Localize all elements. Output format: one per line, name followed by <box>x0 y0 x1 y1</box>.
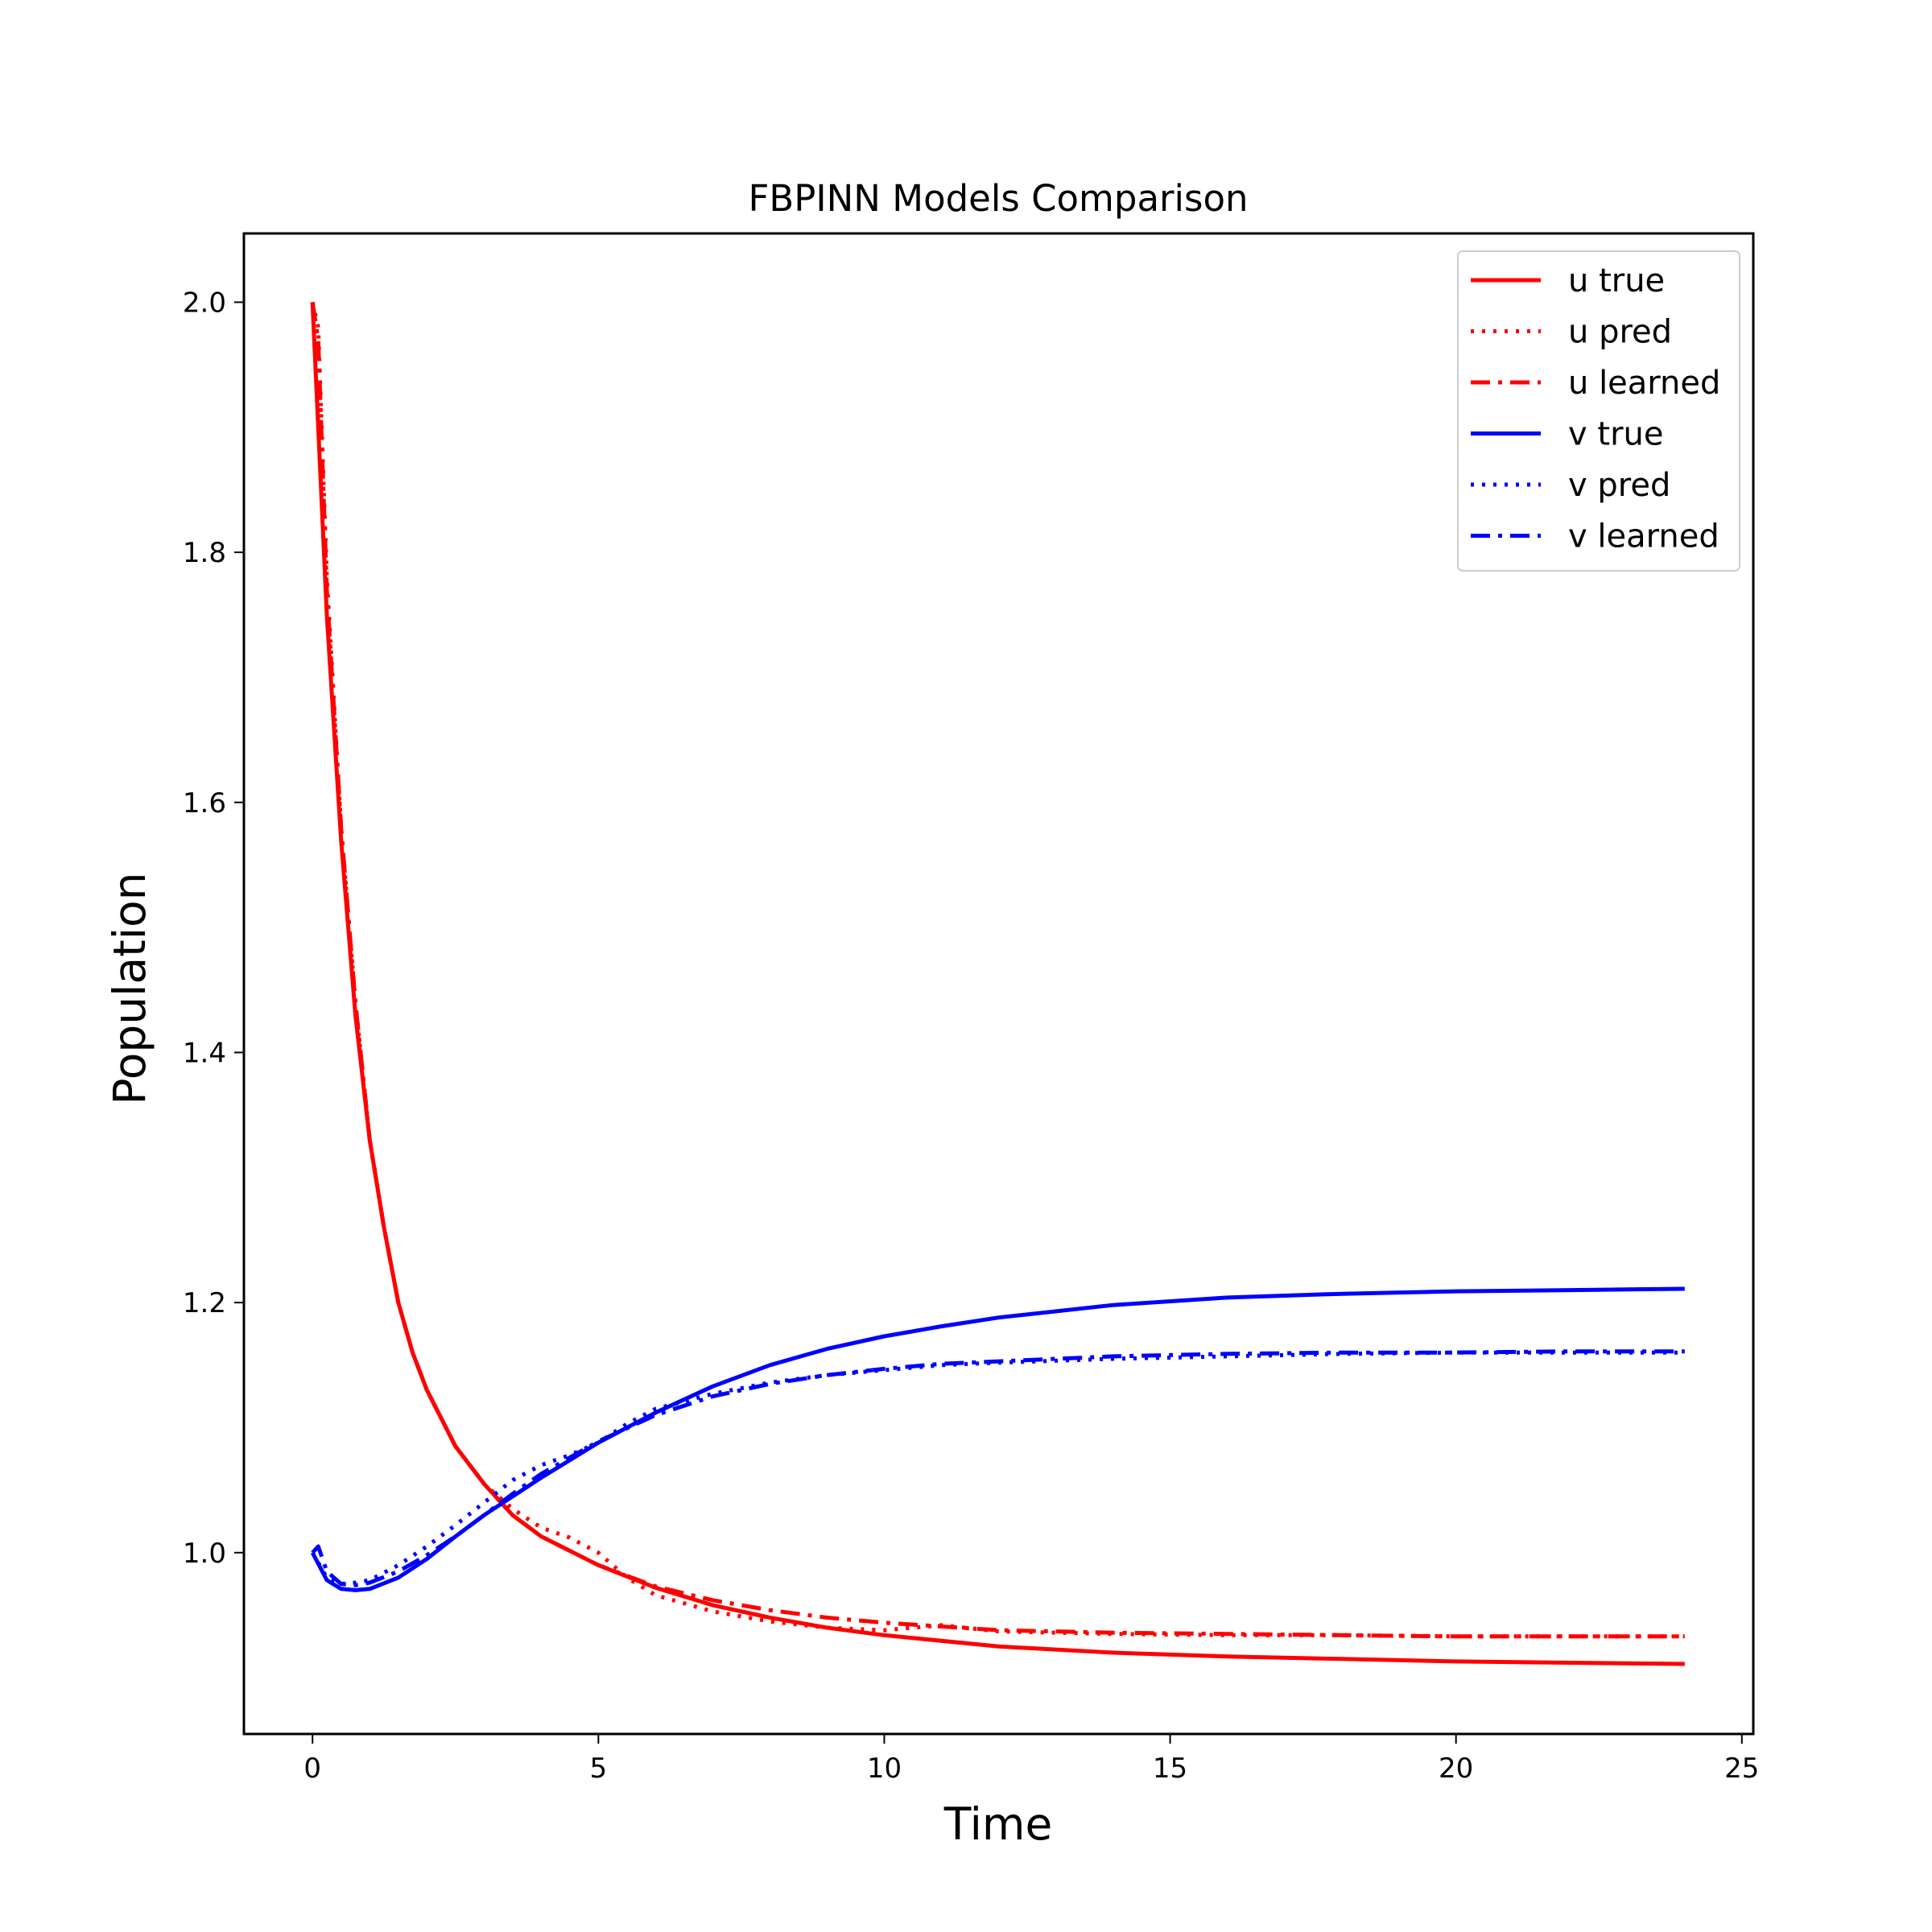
plot-frame <box>242 232 1755 1736</box>
chart-title: FBPINN Models Comparison <box>748 177 1248 220</box>
y-tick-label: 1.2 <box>183 1287 226 1319</box>
x-tick-label: 10 <box>867 1752 902 1785</box>
x-tick-label: 20 <box>1439 1752 1473 1785</box>
series-line-u-pred <box>310 301 1685 1639</box>
x-tick-label: 0 <box>303 1752 321 1785</box>
x-axis-ticks: 0 5 10 15 20 25 <box>303 1734 1759 1785</box>
y-axis-ticks: 1.0 1.2 1.4 1.6 1.8 2.0 <box>183 287 244 1570</box>
legend-label: u pred <box>1568 314 1672 351</box>
plot-lines <box>310 301 1685 1666</box>
legend-label: u true <box>1568 262 1665 299</box>
y-axis-label: Population <box>104 873 155 1105</box>
legend-label: v true <box>1568 416 1663 453</box>
x-tick-label: 5 <box>590 1752 608 1785</box>
series-line-u-learned <box>310 302 1685 1639</box>
legend-label: v pred <box>1568 467 1670 504</box>
y-tick-label: 1.4 <box>183 1037 226 1069</box>
series-line-v-true <box>310 1286 1685 1592</box>
legend-label: v learned <box>1568 518 1719 555</box>
x-tick-label: 25 <box>1724 1752 1759 1785</box>
x-tick-label: 15 <box>1153 1752 1187 1785</box>
y-tick-label: 1.8 <box>183 537 226 569</box>
y-tick-label: 1.6 <box>183 787 226 819</box>
legend-label: u learned <box>1568 365 1720 402</box>
legend: u true u pred u learned v true v pred v learn… <box>1457 250 1740 572</box>
x-axis-label: Time <box>943 1798 1053 1850</box>
series-line-v-learned <box>311 1349 1685 1587</box>
y-tick-label: 1.0 <box>183 1538 226 1570</box>
y-tick-label: 2.0 <box>183 287 226 319</box>
